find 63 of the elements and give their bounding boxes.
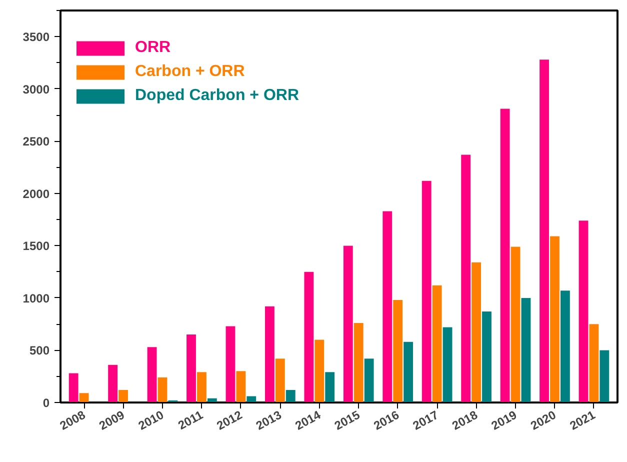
bar (364, 358, 374, 402)
bar (314, 340, 324, 402)
x-tick-label: 2011 (176, 408, 206, 433)
bar (158, 377, 168, 402)
y-tick-label: 1000 (22, 291, 50, 306)
bar (197, 372, 206, 402)
legend-label: Carbon + ORR (135, 63, 245, 81)
x-tick-label: 2012 (214, 408, 245, 433)
x-tick-label: 2019 (488, 408, 520, 433)
bar (147, 347, 157, 402)
bar (500, 108, 510, 402)
y-tick-label: 500 (29, 344, 50, 358)
x-tick-label: 2017 (410, 408, 441, 433)
y-tick-label: 2000 (22, 186, 50, 201)
y-tick-label: 0 (42, 396, 50, 410)
y-tick-label: 2500 (22, 134, 50, 149)
x-tick-label: 2020 (528, 408, 559, 433)
x-tick-label: 2014 (292, 408, 324, 433)
bar (354, 323, 364, 402)
x-tick-label: 2021 (567, 408, 598, 433)
bar (393, 300, 403, 402)
bar (521, 298, 531, 402)
bar (432, 285, 442, 402)
bar (275, 358, 285, 402)
bar (286, 390, 296, 402)
y-tick-label: 3500 (22, 30, 50, 44)
x-tick-label: 2013 (254, 408, 284, 433)
bar (510, 246, 520, 402)
bar (540, 60, 549, 402)
x-tick-label: 2016 (371, 408, 402, 433)
x-tick-label: 2008 (57, 408, 88, 433)
bar (461, 154, 471, 402)
bar (560, 290, 570, 402)
bar (118, 390, 128, 402)
bar (482, 312, 492, 402)
bar (304, 272, 314, 402)
x-tick-label: 2010 (136, 408, 166, 433)
bar (442, 327, 452, 402)
y-tick-label: 1500 (22, 239, 50, 254)
bar (343, 246, 353, 402)
bar (550, 236, 560, 402)
bar (264, 306, 274, 402)
bar (325, 372, 335, 402)
bar (108, 364, 118, 402)
x-tick-label: 2009 (96, 408, 128, 433)
bar (246, 396, 256, 402)
bar (236, 371, 246, 402)
bar (79, 393, 89, 402)
bar (472, 262, 481, 402)
bar (382, 211, 392, 402)
bar (68, 373, 78, 402)
x-tick-label: 2018 (450, 408, 480, 433)
y-tick-label: 3000 (22, 82, 50, 96)
bar (600, 350, 610, 402)
bar (578, 220, 588, 402)
legend-label: ORR (135, 39, 171, 57)
legend-label: Doped Carbon + ORR (135, 87, 300, 105)
bar (404, 342, 414, 402)
x-tick-label: 2015 (332, 408, 362, 433)
bar (226, 326, 236, 402)
bar (589, 324, 599, 402)
bar (422, 180, 432, 402)
bar (186, 334, 196, 402)
